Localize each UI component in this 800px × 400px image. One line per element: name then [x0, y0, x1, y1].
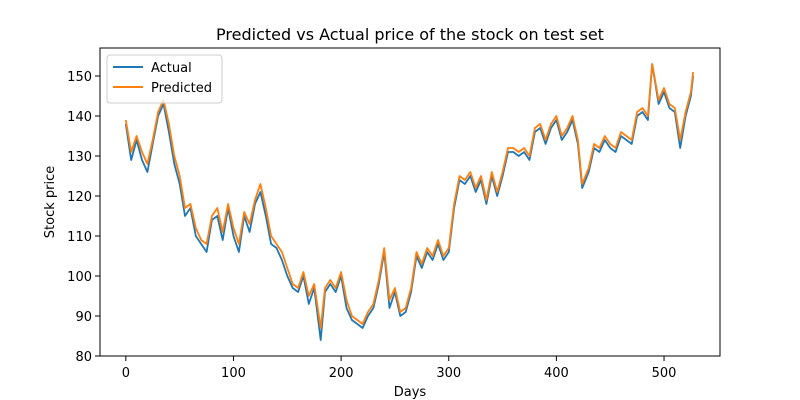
legend: Actual Predicted — [106, 54, 223, 104]
x-tick-label: 200 — [329, 366, 354, 381]
x-axis-label: Days — [394, 385, 427, 400]
y-tick-label: 110 — [67, 230, 92, 245]
series-lines — [124, 63, 694, 341]
legend-label-actual: Actual — [151, 61, 192, 76]
y-tick-label: 130 — [67, 150, 92, 165]
y-tick-label: 80 — [75, 350, 92, 365]
y-axis-label: Stock price — [43, 166, 58, 238]
series-line-actual — [124, 63, 694, 341]
x-tick-label: 500 — [652, 366, 677, 381]
plot-frame — [99, 47, 721, 357]
axis-ticks: 0 100 200 300 400 500 80 90 100 110 120 130 140 150 — [67, 70, 676, 381]
x-tick-label: 0 — [122, 366, 130, 381]
x-tick-label: 300 — [436, 366, 461, 381]
x-tick-label: 100 — [221, 366, 246, 381]
x-tick-label: 400 — [544, 366, 569, 381]
y-tick-label: 120 — [67, 190, 92, 205]
series-line-predicted — [124, 63, 694, 329]
y-tick-label: 100 — [67, 270, 92, 285]
y-tick-label: 150 — [67, 70, 92, 85]
y-tick-label: 140 — [67, 110, 92, 125]
y-tick-label: 90 — [75, 310, 92, 325]
chart-title: Predicted vs Actual price of the stock o… — [216, 25, 604, 44]
legend-label-predicted: Predicted — [151, 81, 212, 96]
